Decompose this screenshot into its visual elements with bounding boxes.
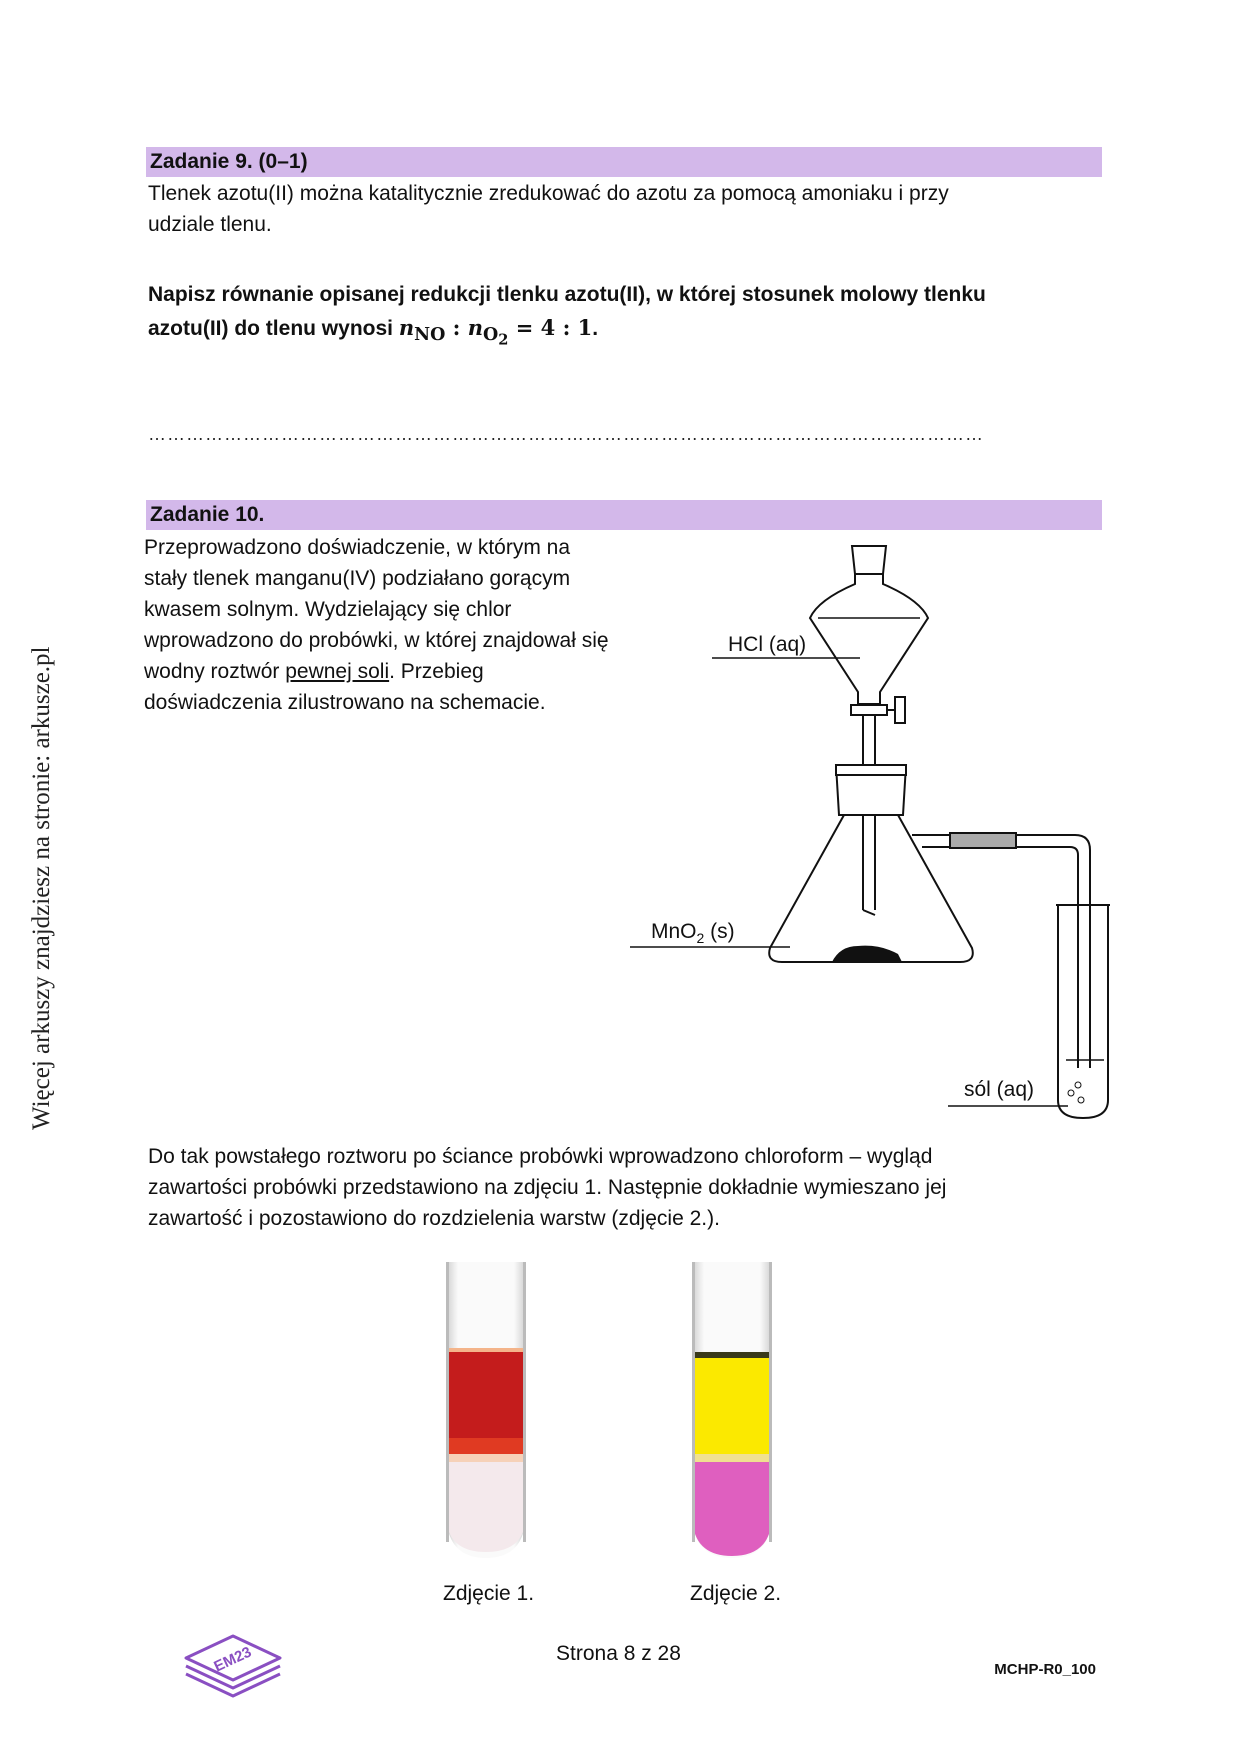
desc-line: wodny roztwór pewnej soli. Przebieg bbox=[144, 656, 609, 687]
red-layer bbox=[446, 1352, 526, 1454]
mole-ratio: nNO : nO2 = 4 : 1 bbox=[398, 315, 593, 349]
task10-description: Przeprowadzono doświadczenie, w którym n… bbox=[144, 532, 609, 718]
funnel-stopper bbox=[850, 545, 888, 575]
em23-logo: EM23 bbox=[184, 1634, 282, 1698]
delivery-tube-outer bbox=[912, 834, 1091, 1068]
task9-header: Zadanie 9. (0–1) bbox=[150, 150, 308, 173]
task10-header: Zadanie 10. bbox=[150, 503, 265, 526]
desc-line: doświadczenia zilustrowano na schemacie. bbox=[144, 691, 546, 714]
task9-command-2-text: azotu(II) do tlenu wynosi bbox=[148, 317, 393, 340]
meniscus-1 bbox=[446, 1348, 526, 1352]
ratio-rhs: = 4 : 1 bbox=[508, 315, 593, 340]
after-line: zawartość i pozostawiono do rozdzielenia… bbox=[148, 1207, 720, 1230]
task10-after-text: Do tak powstałego roztworu po ściance pr… bbox=[148, 1141, 946, 1234]
hcl-label: HCl (aq) bbox=[728, 633, 807, 656]
chloroform-layer-1 bbox=[446, 1462, 526, 1552]
sol-label: sól (aq) bbox=[964, 1078, 1035, 1101]
stopcock bbox=[850, 704, 888, 716]
desc-line: stały tlenek manganu(IV) podziałano gorą… bbox=[144, 567, 571, 590]
answer-line[interactable]: …………………………………………………………………………………………………………… bbox=[148, 424, 984, 444]
stopcock-handle bbox=[894, 696, 906, 724]
desc-line: wprowadzono do probówki, w której znajdo… bbox=[144, 629, 609, 652]
ratio-no: NO bbox=[414, 325, 446, 346]
yellow-layer bbox=[692, 1358, 772, 1454]
conical-flask bbox=[768, 814, 974, 963]
mno2-post: (s) bbox=[704, 920, 735, 943]
desc-line: Przeprowadzono doświadczenie, w którym n… bbox=[144, 536, 571, 559]
photo-2 bbox=[692, 1262, 772, 1558]
document-code: MCHP-R0_100 bbox=[994, 1661, 1096, 1678]
period: . bbox=[592, 317, 599, 340]
rubber-connector bbox=[949, 832, 1017, 849]
mno2-solid bbox=[832, 945, 902, 962]
task9-intro-2: udziale tlenu. bbox=[148, 213, 272, 236]
delivery-tube-inner bbox=[922, 846, 1079, 1068]
desc-line5-post: . Przebieg bbox=[389, 660, 484, 683]
ratio-n2: n bbox=[467, 315, 484, 340]
desc-line5-pre: wodny roztwór bbox=[144, 660, 286, 683]
after-line: zawartości probówki przedstawiono na zdj… bbox=[148, 1176, 947, 1199]
page-number: Strona 8 z 28 bbox=[556, 1642, 681, 1665]
after-line: Do tak powstałego roztworu po ściance pr… bbox=[148, 1145, 933, 1168]
ratio-o-sub: 2 bbox=[498, 331, 509, 349]
ratio-n1: n bbox=[398, 315, 415, 340]
mno2-sub: 2 bbox=[696, 930, 705, 947]
photo-1 bbox=[446, 1262, 526, 1558]
task9-intro-1: Tlenek azotu(II) można katalitycznie zre… bbox=[148, 182, 949, 205]
mno2-pre: MnO bbox=[651, 920, 697, 943]
pink-layer bbox=[692, 1462, 772, 1556]
ratio-sep: : bbox=[445, 315, 468, 340]
mno2-label: MnO2 (s) bbox=[651, 920, 735, 946]
separatory-funnel bbox=[808, 573, 930, 705]
ratio-o: O bbox=[483, 325, 499, 346]
bubble bbox=[1077, 1096, 1085, 1104]
task9-header-bar: Zadanie 9. (0–1) bbox=[146, 147, 1102, 177]
task9-command-1: Napisz równanie opisanej redukcji tlenku… bbox=[148, 283, 986, 306]
underlined-salt: pewnej soli bbox=[285, 660, 390, 683]
caption-1: Zdjęcie 1. bbox=[443, 1582, 535, 1605]
meniscus-2 bbox=[692, 1352, 772, 1358]
test-tube bbox=[1057, 905, 1109, 1120]
task9-command-2: azotu(II) do tlenu wynosi nNO : nO2 = 4 … bbox=[148, 312, 598, 356]
task10-header-bar: Zadanie 10. bbox=[146, 500, 1102, 530]
caption-2: Zdjęcie 2. bbox=[690, 1582, 782, 1605]
bubble bbox=[1074, 1081, 1082, 1089]
desc-line: kwasem solnym. Wydzielający się chlor bbox=[144, 598, 512, 621]
bubble bbox=[1067, 1089, 1075, 1097]
